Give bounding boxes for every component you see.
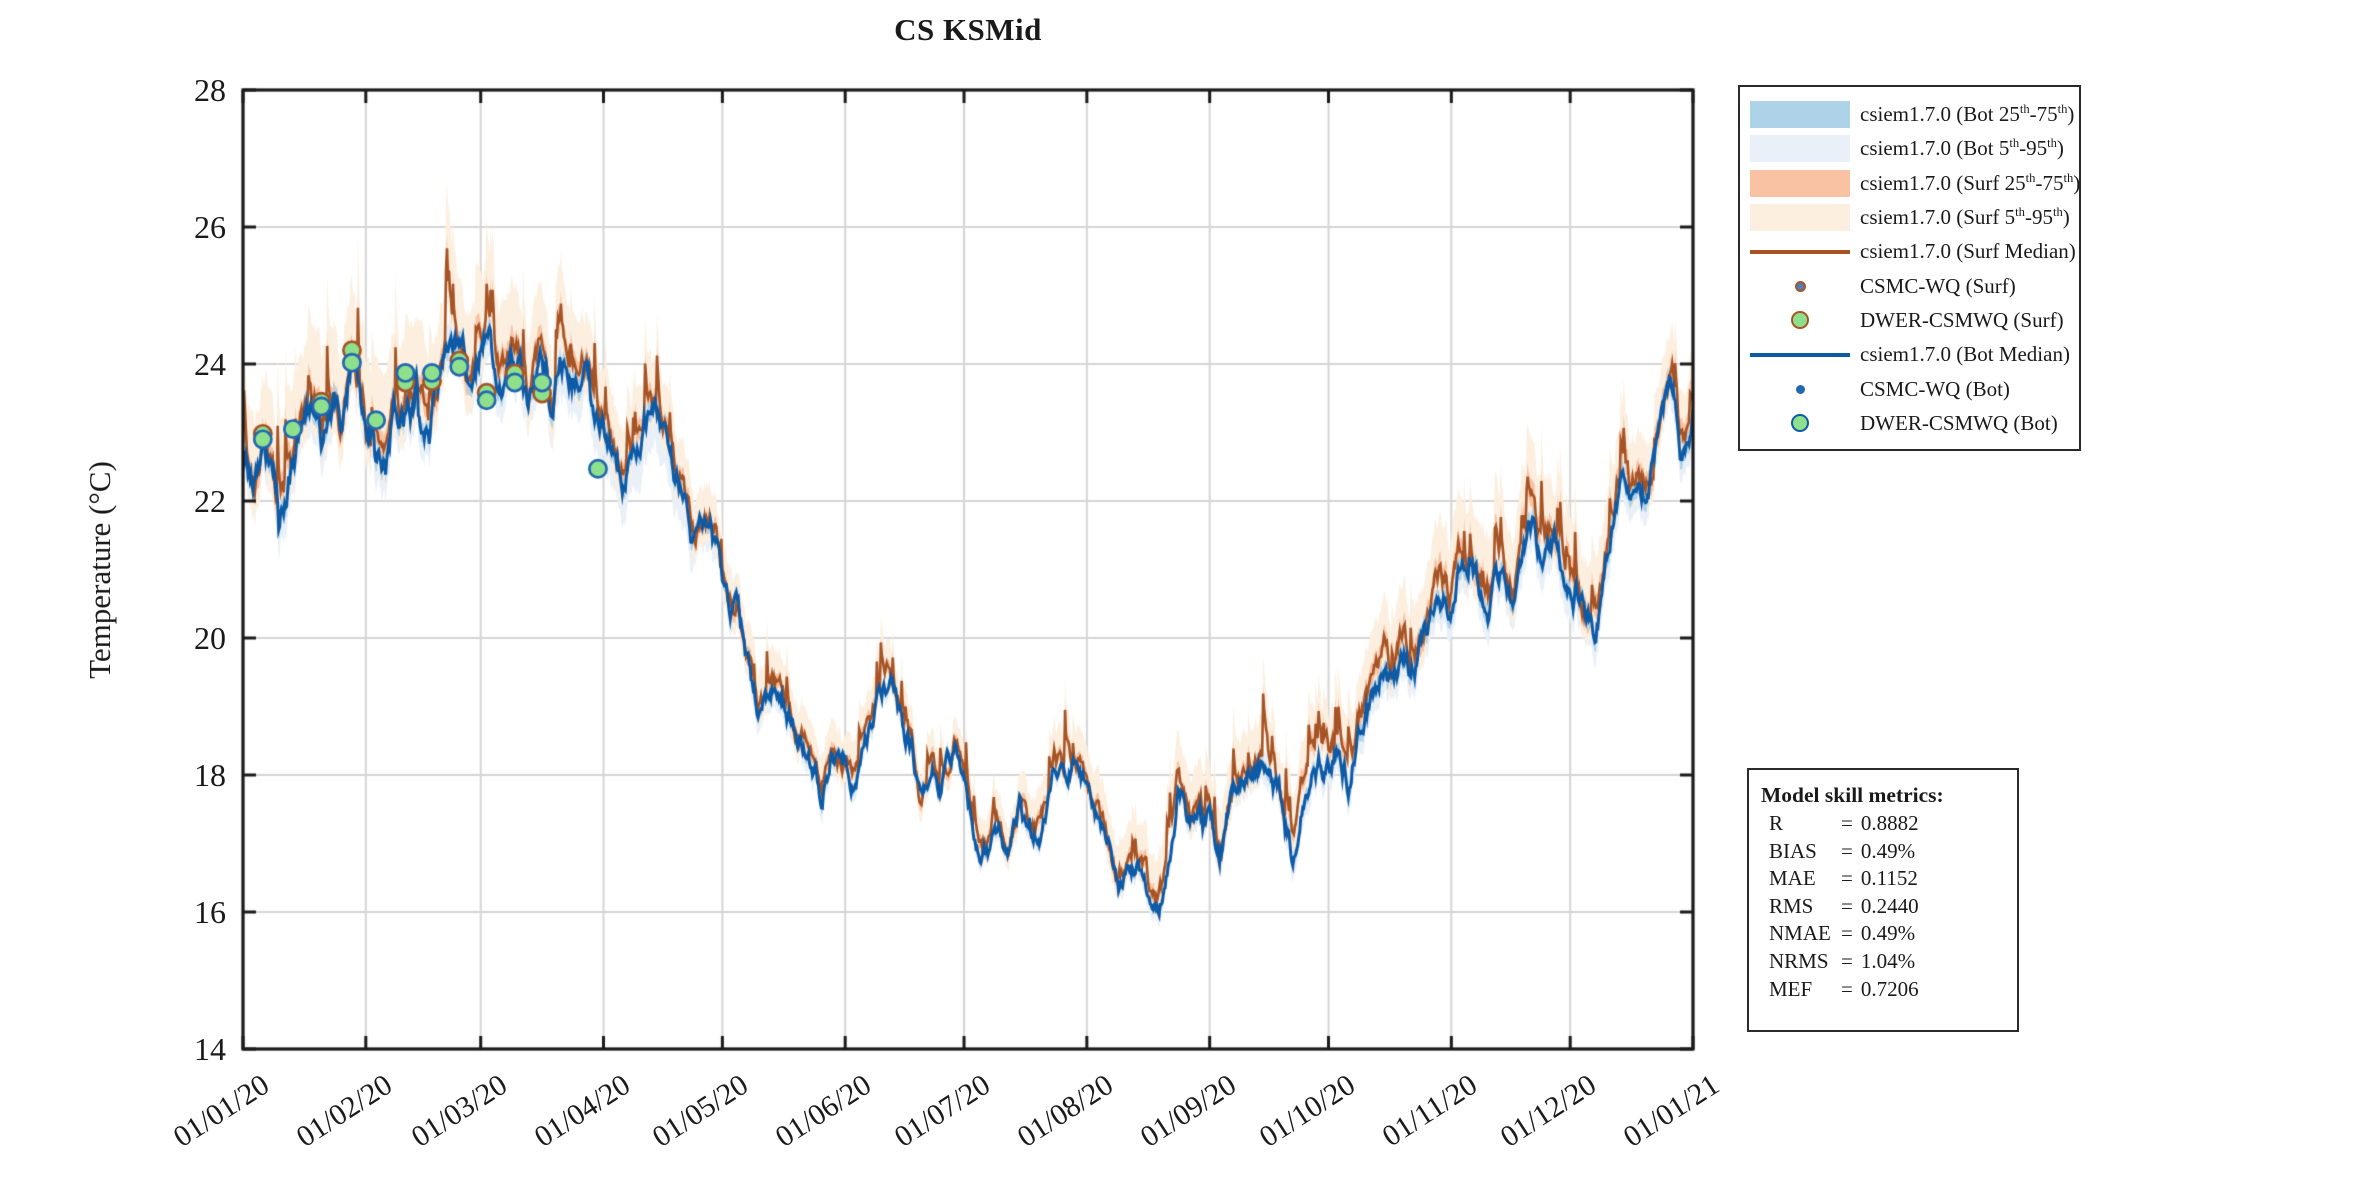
equals-sign: = xyxy=(1841,811,1853,835)
bot-median-line-swatch xyxy=(1748,352,1852,357)
y-tick-label-16: 16 xyxy=(194,894,226,930)
metric-rows: R = 0.8882 BIAS = 0.49% MAE = 0.1152 RMS = 0.2440 NM… xyxy=(1761,810,2005,1003)
equals-sign: = xyxy=(1841,866,1853,891)
metric-row-bias: BIAS = 0.49% xyxy=(1761,838,2005,866)
metric-row-mef: MEF = 0.7206 xyxy=(1761,976,2005,1004)
surf-5-95-band-swatch xyxy=(1748,203,1852,231)
y-tick-label-22: 22 xyxy=(194,483,226,519)
metrics-title: Model skill metrics: xyxy=(1761,783,1944,807)
metric-name: NRMS xyxy=(1769,948,1829,973)
y-tick-label-14: 14 xyxy=(194,1031,226,1067)
legend-row-surf-5-95-band: csiem1.7.0 (Surf 5th-95th) xyxy=(1748,201,2071,234)
y-tick-label-26: 26 xyxy=(194,209,226,245)
bot-5-95-band-swatch xyxy=(1748,135,1852,163)
csmc-wq-surf-marker-icon xyxy=(1794,280,1806,292)
surf-25-75-band-icon xyxy=(1750,169,1850,197)
equals-sign: = xyxy=(1841,948,1853,973)
metric-value: 0.7206 xyxy=(1860,976,1919,1001)
surf-5-95-band-label: csiem1.7.0 (Surf 5th-95th) xyxy=(1860,204,2070,229)
dwer-csmwq-bot-marker-swatch xyxy=(1748,414,1852,433)
equals-sign: = xyxy=(1841,921,1853,946)
csmc-wq-surf-marker-swatch xyxy=(1748,280,1852,292)
dwer-csmwq-surf-marker-swatch xyxy=(1748,311,1852,330)
legend-row-csmc-wq-surf-marker: CSMC-WQ (Surf) xyxy=(1748,270,2071,303)
metric-value: 0.8882 xyxy=(1860,811,1919,835)
csmc-wq-bot-marker-swatch xyxy=(1748,384,1852,394)
legend-row-bot-median-line: csiem1.7.0 (Bot Median) xyxy=(1748,338,2071,371)
y-tick-label-18: 18 xyxy=(194,757,226,793)
bot-median-line-label: csiem1.7.0 (Bot Median) xyxy=(1860,342,2070,367)
equals-sign: = xyxy=(1841,976,1853,1001)
y-tick-label-24: 24 xyxy=(194,346,226,382)
metric-value: 1.04% xyxy=(1860,948,1916,973)
bot-5-95-band-icon xyxy=(1750,135,1850,163)
csmc-wq-surf-marker-label: CSMC-WQ (Surf) xyxy=(1860,273,2016,298)
bot-25-75-band-label: csiem1.7.0 (Bot 25th-75th) xyxy=(1860,102,2075,126)
model-skill-metrics-box: Model skill metrics: R = 0.8882 BIAS = 0.49% M… xyxy=(1747,768,2019,1032)
equals-sign: = xyxy=(1841,893,1853,918)
chart-title: CS KSMid xyxy=(894,12,1042,47)
y-tick-label-28: 28 xyxy=(194,72,226,108)
surf-median-line-icon xyxy=(1750,249,1850,254)
metric-row-nmae: NMAE = 0.49% xyxy=(1761,920,2005,948)
metric-name: MAE xyxy=(1769,866,1816,891)
metric-name: NMAE xyxy=(1769,921,1831,946)
bot-25-75-band-icon xyxy=(1750,101,1850,128)
legend-box: csiem1.7.0 (Bot 25th-75th) csiem1.7.0 (Bo… xyxy=(1738,85,2081,451)
metric-row-mae: MAE = 0.1152 xyxy=(1761,865,2005,893)
metric-value: 0.49% xyxy=(1860,838,1916,863)
legend-row-surf-median-line: csiem1.7.0 (Surf Median) xyxy=(1748,235,2076,268)
legend-row-csmc-wq-bot-marker: CSMC-WQ (Bot) xyxy=(1748,373,2071,406)
surf-25-75-band-swatch xyxy=(1748,169,1852,197)
dwer-csmwq-surf-marker-label: DWER-CSMWQ (Surf) xyxy=(1860,307,2064,332)
metric-row-rms: RMS = 0.2440 xyxy=(1761,893,2005,921)
y-tick-label-20: 20 xyxy=(194,620,226,656)
dwer-csmwq-bot-marker-label: DWER-CSMWQ (Bot) xyxy=(1860,410,2058,435)
surf-25-75-band-label: csiem1.7.0 (Surf 25th-75th) xyxy=(1860,170,2081,195)
metric-name: MEF xyxy=(1769,976,1813,1001)
metric-value: 0.1152 xyxy=(1860,866,1918,891)
surf-5-95-band-icon xyxy=(1750,203,1850,231)
metric-row-nrms: NRMS = 1.04% xyxy=(1761,948,2005,976)
bot-25-75-band-swatch xyxy=(1748,101,1852,128)
legend-row-dwer-csmwq-surf-marker: DWER-CSMWQ (Surf) xyxy=(1748,304,2071,337)
csmc-wq-bot-marker-icon xyxy=(1795,384,1805,394)
surf-median-line-label: csiem1.7.0 (Surf Median) xyxy=(1860,239,2076,264)
legend-row-bot-25-75-band: csiem1.7.0 (Bot 25th-75th) xyxy=(1748,98,2075,131)
legend-row-surf-25-75-band: csiem1.7.0 (Surf 25th-75th) xyxy=(1748,167,2080,200)
bot-5-95-band-label: csiem1.7.0 (Bot 5th-95th) xyxy=(1860,136,2064,161)
equals-sign: = xyxy=(1841,838,1853,863)
metric-value: 0.49% xyxy=(1860,921,1916,946)
dwer-csmwq-bot-marker-icon xyxy=(1791,414,1809,433)
metric-name: BIAS xyxy=(1769,838,1817,863)
metric-row-r: R = 0.8882 xyxy=(1761,810,2005,838)
dwer-csmwq-surf-marker-icon xyxy=(1791,311,1809,330)
metric-name: R xyxy=(1769,811,1784,835)
bot-median-line-icon xyxy=(1750,352,1850,357)
surf-median-line-swatch xyxy=(1748,249,1852,254)
metric-value: 0.2440 xyxy=(1860,893,1919,918)
legend-row-bot-5-95-band: csiem1.7.0 (Bot 5th-95th) xyxy=(1748,132,2071,165)
legend-row-dwer-csmwq-bot-marker: DWER-CSMWQ (Bot) xyxy=(1748,407,2071,440)
csmc-wq-bot-marker-label: CSMC-WQ (Bot) xyxy=(1860,376,2010,401)
metric-name: RMS xyxy=(1769,893,1814,918)
